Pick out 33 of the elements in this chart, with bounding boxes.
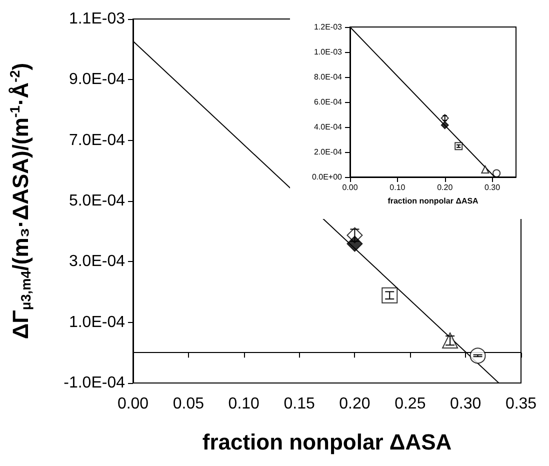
y-tick-label: 3.0E-04 (68, 253, 126, 270)
y-tick-label: 4.0E-04 (314, 122, 343, 132)
x-tick-label: 0.15 (284, 395, 315, 412)
point (492, 169, 501, 178)
y-tick-label: 1.0E-03 (314, 48, 343, 56)
y-tick-label: 1.1E-03 (68, 10, 126, 28)
x-axis-title: fraction nonpolar ΔASA (202, 430, 452, 454)
y-axis-title: ΔΓμ3,m4/(m₃·ΔASA)/(m-1·Å-2) (8, 62, 34, 340)
x-tick-label: 0.25 (394, 395, 426, 412)
y-tick-label: 6.0E-04 (314, 98, 343, 106)
x-tick-label: 0.30 (450, 395, 482, 412)
y-tick-label: 5.0E-04 (68, 192, 126, 210)
point (481, 166, 490, 174)
x-tick-label: 0.05 (172, 395, 204, 412)
y-tick-label: 8.0E-04 (314, 72, 343, 82)
y-tick-label: -1.0E-04 (64, 374, 126, 392)
x-tick-label: 0.10 (390, 182, 406, 192)
point (346, 236, 363, 252)
x-axis-title: fraction nonpolar ΔASA (388, 196, 479, 206)
x-tick-label: 0.35 (505, 395, 537, 412)
y-tick-label: 9.0E-04 (68, 71, 126, 88)
x-tick-label: 0.00 (117, 395, 149, 412)
y-tick-label: 2.0E-04 (314, 148, 343, 156)
y-tick-label: 7.0E-04 (68, 132, 126, 149)
x-tick-label: 0.10 (228, 395, 260, 412)
point (440, 121, 449, 130)
y-tick-label: 1.2E-03 (314, 22, 343, 32)
y-tick-label: 0.0E+00 (312, 172, 343, 182)
y-tick-label: 1.0E-04 (68, 314, 126, 331)
x-tick-label: 0.00 (342, 182, 358, 192)
x-tick-label: 0.20 (339, 395, 370, 412)
x-tick-label: 0.20 (437, 182, 454, 192)
x-tick-label: 0.30 (484, 182, 501, 192)
